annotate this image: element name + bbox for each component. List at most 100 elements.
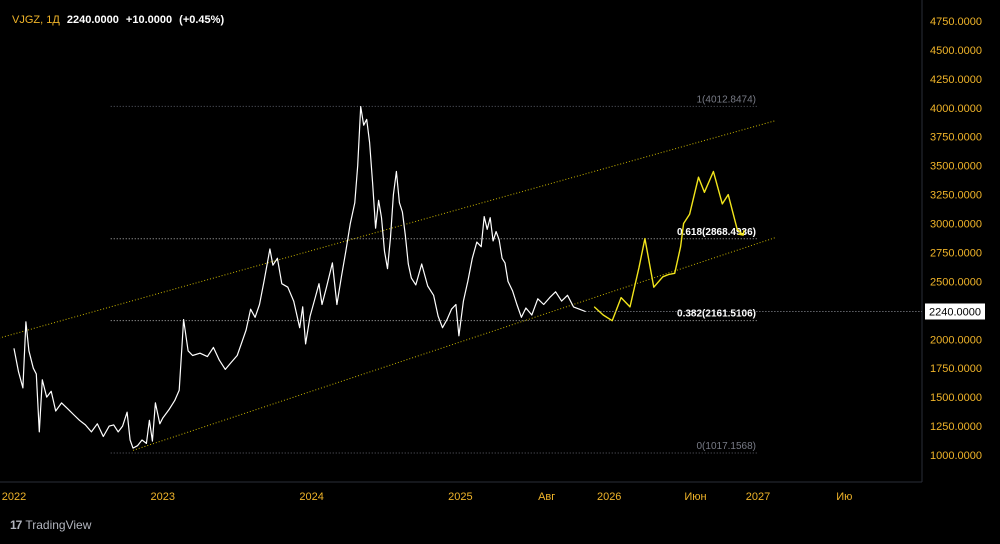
price-point	[326, 286, 327, 288]
price-point	[181, 343, 183, 345]
price-point	[141, 439, 143, 441]
price-point	[28, 350, 30, 352]
price-point	[276, 257, 278, 259]
price-point	[287, 286, 289, 288]
price-point	[396, 171, 397, 172]
forecast-point	[611, 320, 613, 322]
forecast-point	[727, 194, 729, 196]
x-tick-label: 2022	[2, 491, 26, 503]
price-point	[154, 402, 156, 404]
y-tick-label: 4750.0000	[930, 16, 982, 28]
tradingview-watermark[interactable]: 17 TradingView	[10, 518, 91, 532]
price-point	[241, 342, 243, 344]
forecast-point	[638, 267, 640, 268]
x-tick-label: Авг	[538, 491, 555, 503]
price-point	[498, 239, 500, 241]
price-point	[117, 431, 119, 433]
price-point	[471, 257, 473, 259]
tradingview-logo-icon: 17	[10, 518, 22, 532]
price-point	[381, 217, 382, 219]
price-point	[259, 304, 260, 305]
price-point	[415, 284, 417, 286]
price-point	[442, 327, 443, 329]
price-point	[199, 352, 201, 354]
y-tick-label: 3000.0000	[930, 219, 982, 231]
price-point	[410, 277, 412, 279]
price-point	[25, 321, 27, 323]
fib-level-label: 0(1017.1568)	[697, 441, 757, 452]
price-point	[299, 327, 301, 329]
price-point	[90, 431, 92, 433]
price-point	[254, 316, 256, 318]
price-point	[398, 202, 400, 204]
channel-line-upper	[0, 120, 776, 339]
price-point	[250, 308, 251, 310]
price-point	[476, 241, 478, 243]
price-point	[67, 408, 68, 410]
y-tick-label: 2000.0000	[930, 334, 982, 346]
forecast-point	[736, 228, 738, 230]
forecast-point	[644, 238, 646, 239]
price-point	[390, 237, 391, 238]
price-point	[537, 298, 539, 300]
price-point	[35, 373, 37, 375]
price-point	[501, 257, 503, 259]
price-point	[437, 315, 439, 317]
y-tick-label: 3750.0000	[930, 132, 982, 144]
price-point	[146, 443, 147, 444]
tradingview-brand: TradingView	[25, 518, 92, 532]
price-point	[378, 199, 379, 201]
price-point	[531, 314, 533, 316]
price-point	[41, 379, 43, 381]
price-point	[340, 276, 342, 278]
price-point	[366, 118, 368, 120]
last-price-badge	[925, 303, 985, 320]
price-point	[263, 281, 265, 282]
last-price-badge-label: 2240.0000	[929, 306, 981, 318]
price-point	[13, 348, 15, 349]
price-point	[61, 402, 63, 404]
forecast-arrow-icon	[737, 229, 745, 236]
x-tick-label: Июн	[684, 491, 706, 503]
price-point	[218, 359, 220, 361]
price-point	[349, 223, 351, 224]
price-point	[245, 329, 247, 331]
price-point	[183, 319, 185, 320]
price-point	[168, 409, 170, 411]
symbol-header: VJGZ, 1Д 2240.0000 +10.0000 (+0.45%)	[12, 14, 224, 26]
price-point	[567, 294, 568, 296]
forecast-point	[668, 274, 670, 275]
price-point	[236, 355, 238, 356]
price-point	[22, 387, 24, 389]
forecast-point	[593, 306, 595, 308]
symbol-label[interactable]: VJGZ, 1Д	[12, 14, 60, 26]
price-point	[318, 283, 320, 285]
price-point	[375, 227, 376, 229]
price-point	[314, 299, 315, 301]
price-point	[504, 262, 506, 264]
price-point	[192, 355, 193, 356]
price-point	[384, 250, 385, 252]
price-point	[433, 294, 435, 296]
price-point	[495, 231, 497, 233]
y-tick-label: 4000.0000	[930, 103, 982, 115]
x-tick-label: 2023	[151, 491, 175, 503]
price-point	[369, 142, 371, 143]
price-point	[345, 250, 347, 252]
price-point	[363, 124, 365, 126]
x-tick-label: 2027	[746, 491, 770, 503]
price-point	[543, 304, 545, 305]
channel-line-lower	[132, 236, 777, 451]
price-point	[132, 447, 134, 449]
x-tick-label: Ию	[836, 491, 852, 503]
price-point	[401, 211, 403, 213]
price-point	[407, 263, 409, 265]
y-tick-label: 2750.0000	[930, 247, 982, 259]
price-point	[212, 346, 214, 348]
y-tick-label: 1500.0000	[930, 392, 982, 404]
price-point	[151, 440, 153, 442]
price-point	[372, 182, 374, 184]
y-tick-label: 3250.0000	[930, 190, 982, 202]
price-point	[489, 217, 491, 219]
